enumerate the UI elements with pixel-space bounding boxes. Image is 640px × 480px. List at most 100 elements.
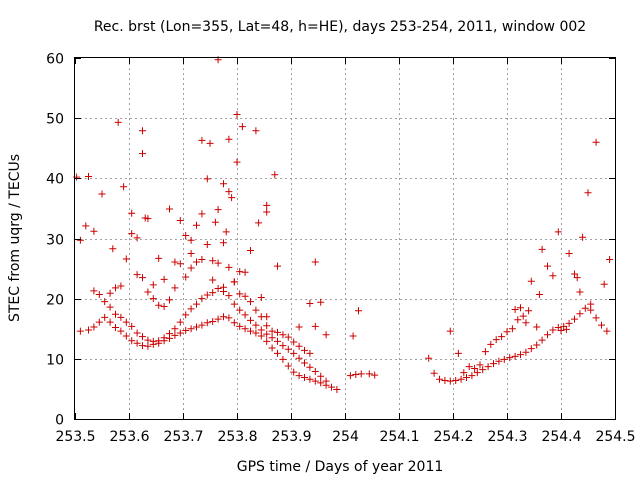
data-point [128, 209, 136, 217]
data-point [106, 318, 114, 326]
data-point [514, 316, 522, 324]
data-point [476, 361, 484, 369]
data-point [155, 301, 163, 309]
data-point [241, 325, 249, 333]
data-point [498, 333, 506, 341]
data-point [120, 183, 128, 191]
data-point [176, 329, 184, 337]
data-point [236, 268, 244, 276]
data-point [247, 298, 254, 306]
data-point [117, 282, 125, 290]
data-point [503, 328, 511, 336]
data-point [279, 342, 287, 350]
data-point [187, 236, 195, 244]
data-point [252, 321, 260, 329]
data-point [236, 322, 244, 330]
data-point [441, 376, 449, 384]
data-point [241, 311, 249, 319]
x-tick-label: 253.7 [163, 429, 203, 445]
data-point [322, 331, 330, 339]
data-point [176, 318, 184, 326]
data-point [247, 247, 254, 255]
plot-frame [74, 57, 616, 420]
data-point [333, 386, 341, 394]
x-tick-label: 253.6 [109, 429, 149, 445]
data-point [198, 256, 206, 264]
data-point [149, 281, 157, 289]
data-point [128, 230, 136, 238]
data-point [112, 324, 119, 332]
data-point [508, 325, 516, 333]
y-tick-label: 50 [46, 112, 64, 128]
data-point [220, 239, 227, 247]
data-point [220, 313, 227, 321]
data-point [271, 171, 279, 179]
data-point [465, 363, 473, 371]
chart-title: Rec. brst (Lon=355, Lat=48, h=HE), days … [94, 19, 586, 35]
data-point [193, 258, 200, 266]
data-point [268, 334, 276, 342]
data-point [209, 318, 217, 326]
data-point [290, 349, 298, 357]
data-point [214, 259, 222, 267]
y-tick-label: 10 [46, 353, 64, 369]
data-point [109, 245, 117, 253]
data-point [128, 337, 136, 345]
data-point [274, 337, 281, 345]
data-point [203, 175, 211, 183]
data-point [517, 351, 524, 359]
data-point [182, 273, 190, 281]
data-point [454, 349, 462, 357]
data-point [193, 300, 200, 308]
x-tick-labels: 253.5 253.6 253.7 253.8 253.9 254 254.1 254.2 25… [55, 429, 635, 445]
data-point [252, 329, 260, 337]
data-point [371, 371, 379, 379]
data-point [233, 111, 241, 119]
data-point [90, 227, 98, 235]
data-point [139, 127, 146, 135]
data-point [122, 318, 130, 326]
data-point [352, 370, 360, 378]
data-point [236, 290, 244, 298]
data-point [584, 189, 592, 197]
data-point [90, 323, 98, 331]
data-point [479, 366, 487, 374]
data-point [139, 342, 146, 350]
data-point [603, 327, 611, 335]
data-point [198, 136, 206, 144]
data-point [471, 364, 479, 372]
data-point [128, 322, 136, 330]
data-point [446, 377, 454, 385]
y-tick-label: 60 [46, 52, 64, 68]
data-point [214, 284, 222, 292]
data-point [571, 270, 578, 278]
data-point [112, 310, 119, 318]
data-point [301, 346, 308, 354]
data-point [160, 334, 168, 342]
data-point [527, 277, 535, 285]
data-point [82, 222, 90, 230]
data-point [268, 344, 276, 352]
data-point [241, 292, 249, 300]
y-tick-label: 30 [46, 233, 64, 249]
data-point [533, 323, 541, 331]
data-point [144, 288, 152, 296]
data-point [247, 327, 254, 335]
data-point [187, 325, 195, 333]
data-point [182, 231, 190, 239]
data-point [306, 299, 314, 307]
data-point [576, 288, 584, 296]
data-point [209, 289, 217, 297]
data-point [117, 327, 125, 335]
data-point [592, 314, 600, 322]
data-point [133, 271, 141, 279]
data-point [90, 287, 98, 295]
data-point [236, 306, 244, 314]
data-point [193, 221, 200, 229]
data-point [122, 332, 130, 340]
data-point [203, 291, 211, 299]
data-point [306, 375, 314, 383]
y-axis-label: STEC from uqrg / TECUs [7, 154, 23, 322]
data-point [95, 290, 103, 298]
data-point [587, 300, 595, 308]
